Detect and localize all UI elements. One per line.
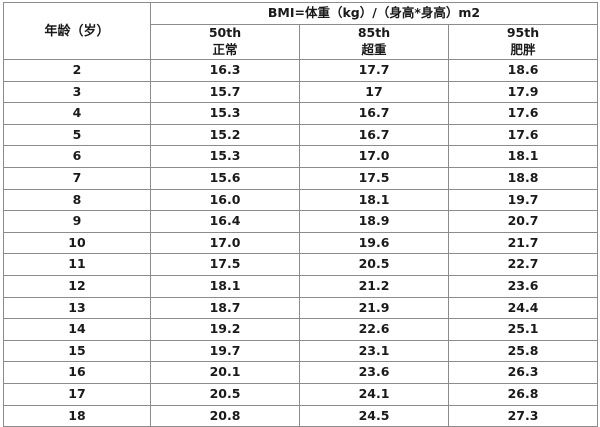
cell-p50: 15.2 xyxy=(150,123,300,147)
table-row: 5 15.2 16.7 17.6 xyxy=(3,123,598,147)
cell-age: 4 xyxy=(3,102,151,125)
cell-p95: 22.7 xyxy=(448,253,598,276)
bmi-reference-document: 年龄（岁） BMI=体重（kg）/（身高*身高）m2 50th 85th 95t… xyxy=(3,2,598,427)
cell-p95: 26.3 xyxy=(448,361,598,384)
table-row: 17 20.5 24.1 26.8 xyxy=(3,382,598,406)
cell-p85: 17.0 xyxy=(299,145,449,168)
cell-p85: 23.1 xyxy=(299,339,449,363)
cell-p85: 24.1 xyxy=(299,382,449,406)
table-row: 15 19.7 23.1 25.8 xyxy=(3,339,598,363)
bmi-formula-header: BMI=体重（kg）/（身高*身高）m2 xyxy=(150,2,598,25)
cell-age: 5 xyxy=(3,123,151,147)
cell-p50: 18.1 xyxy=(150,274,300,298)
cell-p50: 16.0 xyxy=(150,188,300,212)
cell-p95: 18.1 xyxy=(448,145,598,168)
cell-p85: 17.5 xyxy=(299,166,449,190)
cell-p85: 20.5 xyxy=(299,253,449,276)
category-overweight-header: 超重 xyxy=(299,42,449,60)
cell-p50: 16.3 xyxy=(150,59,300,82)
header-row-bmi: 年龄（岁） BMI=体重（kg）/（身高*身高）m2 xyxy=(3,2,598,60)
cell-p85: 18.1 xyxy=(299,188,449,212)
percentile-85th-header: 85th xyxy=(299,24,449,42)
cell-p50: 19.7 xyxy=(150,339,300,363)
table-row: 12 18.1 21.2 23.6 xyxy=(3,274,598,298)
cell-age: 3 xyxy=(3,80,151,104)
cell-age: 7 xyxy=(3,166,151,190)
cell-p50: 17.0 xyxy=(150,231,300,255)
cell-p95: 18.6 xyxy=(448,59,598,82)
cell-p85: 21.2 xyxy=(299,274,449,298)
table-row: 11 17.5 20.5 22.7 xyxy=(3,253,598,276)
cell-p85: 16.7 xyxy=(299,102,449,125)
category-obese-header: 肥胖 xyxy=(448,42,598,60)
cell-p50: 19.2 xyxy=(150,318,300,341)
table-body: 2 16.3 17.7 18.6 3 15.7 17 17.9 4 15.3 16.7 17.6 5 15… xyxy=(3,59,598,427)
cell-age: 14 xyxy=(3,318,151,341)
table-row: 16 20.1 23.6 26.3 xyxy=(3,361,598,384)
cell-p95: 26.8 xyxy=(448,382,598,406)
cell-p50: 18.7 xyxy=(150,296,300,320)
cell-p95: 25.8 xyxy=(448,339,598,363)
cell-p50: 15.6 xyxy=(150,166,300,190)
cell-age: 10 xyxy=(3,231,151,255)
cell-age: 6 xyxy=(3,145,151,168)
cell-p95: 17.9 xyxy=(448,80,598,104)
cell-p95: 23.6 xyxy=(448,274,598,298)
cell-p85: 22.6 xyxy=(299,318,449,341)
table-row: 4 15.3 16.7 17.6 xyxy=(3,102,598,125)
cell-p95: 19.7 xyxy=(448,188,598,212)
cell-p95: 20.7 xyxy=(448,210,598,233)
table-row: 13 18.7 21.9 24.4 xyxy=(3,296,598,320)
table-row: 14 19.2 22.6 25.1 xyxy=(3,318,598,341)
cell-p50: 15.3 xyxy=(150,102,300,125)
table-row: 6 15.3 17.0 18.1 xyxy=(3,145,598,168)
cell-p95: 18.8 xyxy=(448,166,598,190)
cell-age: 13 xyxy=(3,296,151,320)
table-row: 10 17.0 19.6 21.7 xyxy=(3,231,598,255)
cell-p95: 21.7 xyxy=(448,231,598,255)
percentile-95th-header: 95th xyxy=(448,24,598,42)
age-column-header: 年龄（岁） xyxy=(3,2,151,60)
cell-age: 12 xyxy=(3,274,151,298)
cell-p95: 17.6 xyxy=(448,102,598,125)
table-row: 9 16.4 18.9 20.7 xyxy=(3,210,598,233)
cell-age: 8 xyxy=(3,188,151,212)
cell-age: 17 xyxy=(3,382,151,406)
cell-age: 16 xyxy=(3,361,151,384)
cell-p95: 24.4 xyxy=(448,296,598,320)
cell-age: 9 xyxy=(3,210,151,233)
cell-p95: 17.6 xyxy=(448,123,598,147)
cell-p85: 16.7 xyxy=(299,123,449,147)
table-row: 8 16.0 18.1 19.7 xyxy=(3,188,598,212)
cell-p50: 20.1 xyxy=(150,361,300,384)
table-row: 7 15.6 17.5 18.8 xyxy=(3,166,598,190)
cell-age: 11 xyxy=(3,253,151,276)
category-normal-header: 正常 xyxy=(150,42,300,60)
cell-p85: 17.7 xyxy=(299,59,449,82)
cell-p85: 17 xyxy=(299,80,449,104)
cell-age: 2 xyxy=(3,59,151,82)
cell-p85: 21.9 xyxy=(299,296,449,320)
cell-p50: 20.5 xyxy=(150,382,300,406)
table-row: 2 16.3 17.7 18.6 xyxy=(3,59,598,82)
cell-p50: 15.7 xyxy=(150,80,300,104)
header-row-percentile: 50th 85th 95th xyxy=(4,24,598,42)
cell-p50: 17.5 xyxy=(150,253,300,276)
cell-p85: 23.6 xyxy=(299,361,449,384)
percentile-50th-header: 50th xyxy=(150,24,300,42)
table-row: 3 15.7 17 17.9 xyxy=(3,80,598,104)
cell-p50: 15.3 xyxy=(150,145,300,168)
cell-p85: 19.6 xyxy=(299,231,449,255)
cell-p95: 25.1 xyxy=(448,318,598,341)
cell-age: 15 xyxy=(3,339,151,363)
cell-p85: 18.9 xyxy=(299,210,449,233)
bmi-percentile-table: 年龄（岁） BMI=体重（kg）/（身高*身高）m2 50th 85th 95t… xyxy=(3,2,598,427)
cell-p50: 16.4 xyxy=(150,210,300,233)
